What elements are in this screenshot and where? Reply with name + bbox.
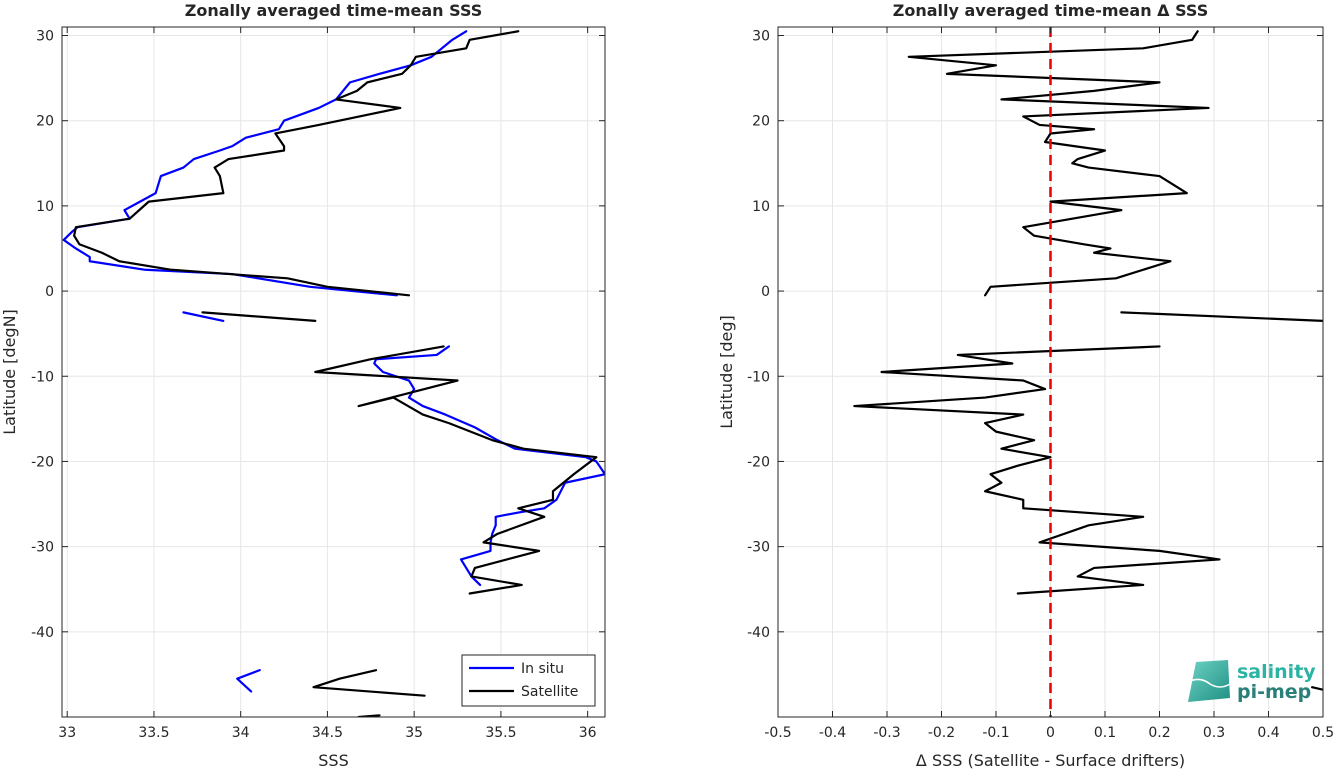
- sss-series-in-situ-segment-0: [62, 30, 468, 297]
- sss-ytick-label: -20: [31, 454, 54, 470]
- sss-ytick-label: -40: [31, 625, 54, 641]
- sss-ytick-label: -30: [31, 540, 54, 556]
- sss-series-satellite-segment-2: [314, 345, 598, 595]
- sss-xtick-label: 34: [232, 725, 250, 741]
- logo-mark: [1188, 660, 1230, 702]
- delta-series-delta-segment-1: [1120, 311, 1323, 322]
- delta-ytick-label: -30: [747, 540, 770, 556]
- legend-label-satellite: Satellite: [521, 684, 578, 700]
- sss-series-satellite-segment-0: [73, 30, 520, 297]
- delta-xtick-label: 0.2: [1148, 725, 1170, 741]
- delta-ytick-label: 20: [752, 114, 770, 130]
- salinity-pi-mep-logo: salinity pi-mep: [1187, 660, 1316, 703]
- delta-sss-panel: salinity pi-mep -0.5 -0.4 -0.3 -0.2 -0.1 0 0.1…: [717, 1, 1334, 770]
- delta-xtick-label: -0.5: [764, 725, 791, 741]
- sss-title: Zonally averaged time-mean SSS: [185, 1, 483, 20]
- sss-panel: 33 33.5 34 34.5 35 35.5 363020100-10-20-30-40 …: [0, 1, 606, 770]
- sss-xtick-label: 36: [579, 725, 597, 741]
- delta-xtick-label: -0.1: [982, 725, 1009, 741]
- delta-ylabel: Latitude [deg]: [717, 315, 736, 429]
- legend: In situ Satellite: [461, 654, 596, 707]
- delta-xtick-label: -0.3: [873, 725, 900, 741]
- sss-ytick-label: 30: [36, 29, 54, 45]
- sss-series-in-situ-segment-3: [236, 669, 261, 693]
- sss-xtick-label: 34.5: [312, 725, 343, 741]
- delta-ytick-label: -40: [747, 625, 770, 641]
- legend-label-in-situ: In situ: [521, 661, 564, 677]
- delta-xtick-label: -0.4: [819, 725, 846, 741]
- delta-title: Zonally averaged time-mean Δ SSS: [893, 1, 1209, 20]
- delta-ytick-label: -10: [747, 369, 770, 385]
- sss-xtick-label: 33: [58, 725, 76, 741]
- delta-xtick-label: 0.3: [1203, 725, 1225, 741]
- delta-xtick-label: 0.4: [1257, 725, 1279, 741]
- sss-ytick-label: 20: [36, 114, 54, 130]
- delta-ytick-label: 10: [752, 199, 770, 215]
- sss-ylabel: Latitude [degN]: [0, 309, 19, 435]
- logo-wave: [1187, 678, 1231, 688]
- delta-xtick-label: 0: [1046, 725, 1055, 741]
- delta-series-delta-segment-3: [1311, 686, 1323, 691]
- delta-xtick-label: -0.2: [928, 725, 955, 741]
- sss-xtick-label: 35: [405, 725, 423, 741]
- sss-series-in-situ-segment-1: [182, 311, 225, 322]
- delta-ytick-label: -20: [747, 454, 770, 470]
- sss-series: [62, 30, 605, 717]
- delta-ytick-label: 30: [752, 29, 770, 45]
- delta-xtick-label: 0.5: [1312, 725, 1334, 741]
- sss-series-satellite-segment-3: [312, 669, 426, 697]
- delta-series-delta-segment-0: [907, 30, 1210, 297]
- sss-ytick-label: 0: [45, 284, 54, 300]
- delta-ytick-label: 0: [761, 284, 770, 300]
- legend-box: [461, 654, 596, 707]
- delta-xlabel: Δ SSS (Satellite - Surface drifters): [916, 751, 1185, 769]
- sss-xlabel: SSS: [318, 751, 348, 769]
- sss-series-satellite-segment-1: [201, 311, 317, 322]
- sss-ticks: 33 33.5 34 34.5 35 35.5 36 30 20 10 0 -10 -20 -30 -40: [31, 27, 605, 741]
- sss-axes-box: [61, 26, 606, 718]
- delta-xtick-label: 0.1: [1094, 725, 1116, 741]
- delta-series-delta-segment-2: [853, 345, 1221, 595]
- sss-xtick-label: 33.5: [138, 725, 169, 741]
- logo-text-salinity: salinity: [1237, 661, 1316, 683]
- delta-ticks: -0.5 -0.4 -0.3 -0.2 -0.1 0 0.1 0.2 0.3 0.4 0.5 30 20…: [747, 27, 1334, 741]
- sss-ytick-label: 10: [36, 199, 54, 215]
- sss-ytick-label: -10: [31, 369, 54, 385]
- delta-series: [853, 30, 1323, 691]
- logo-text-pi-mep: pi-mep: [1237, 681, 1311, 703]
- sss-xtick-label: 35.5: [485, 725, 516, 741]
